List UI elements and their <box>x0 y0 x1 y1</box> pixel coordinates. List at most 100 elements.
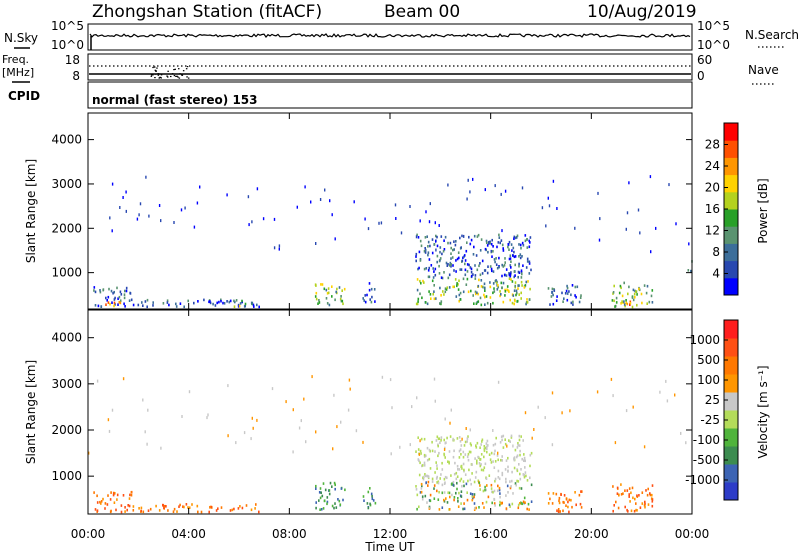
echo-cell <box>515 289 518 293</box>
echo-cell <box>509 257 512 260</box>
echo-cell <box>427 480 430 484</box>
colorbar-swatch <box>724 277 738 296</box>
echo-cell <box>449 241 452 245</box>
echo-cell <box>460 453 462 456</box>
echo-cell <box>484 269 487 272</box>
echo-cell <box>440 300 443 303</box>
echo-cell <box>368 282 371 285</box>
echo-cell <box>442 249 445 253</box>
echo-cell <box>641 301 643 305</box>
echo-speck <box>443 448 446 451</box>
echo-cell <box>421 464 424 467</box>
echo-cell <box>466 440 468 443</box>
echo-speck <box>466 197 468 201</box>
echo-cell <box>333 506 335 510</box>
echo-cell <box>447 276 450 280</box>
echo-cell <box>175 305 178 308</box>
echo-speck <box>492 429 494 432</box>
echo-cell <box>473 302 475 305</box>
echo-cell <box>244 302 247 306</box>
echo-cell <box>687 269 690 272</box>
echo-cell <box>562 500 564 504</box>
echo-cell <box>200 510 203 514</box>
echo-cell <box>619 284 622 288</box>
echo-cell <box>117 297 119 300</box>
echo-cell <box>617 506 620 510</box>
colorbar-frame <box>723 319 739 501</box>
echo-cell <box>454 461 456 465</box>
echo-cell <box>443 498 445 502</box>
echo-cell <box>435 297 437 300</box>
echo-cell <box>417 300 419 303</box>
echo-speck <box>688 242 690 246</box>
echo-cell <box>459 448 462 451</box>
echo-cell <box>446 264 449 267</box>
echo-cell <box>318 299 320 302</box>
echo-cell <box>479 249 482 252</box>
echo-cell <box>516 446 519 449</box>
echo-cell <box>447 263 449 266</box>
echo-cell <box>509 480 511 483</box>
echo-cell <box>499 492 501 495</box>
echo-cell <box>446 286 449 289</box>
echo-cell <box>443 482 446 485</box>
echo-cell <box>340 295 342 298</box>
echo-cell <box>479 273 482 277</box>
echo-speck <box>548 204 551 208</box>
echo-cell <box>144 300 147 303</box>
echo-cell <box>494 449 496 453</box>
echo-cell <box>523 453 525 456</box>
echo-cell <box>511 502 514 506</box>
echo-cell <box>473 245 475 249</box>
echo-cell <box>506 484 509 488</box>
echo-cell <box>618 291 621 295</box>
echo-cell <box>129 292 132 295</box>
echo-speck <box>160 446 162 450</box>
echo-cell <box>510 260 512 263</box>
echo-speck <box>199 185 201 189</box>
echo-speck <box>675 222 677 226</box>
echo-cell <box>467 479 469 483</box>
echo-cell <box>473 480 476 484</box>
echo-cell <box>524 501 526 504</box>
echo-cell <box>628 495 630 498</box>
echo-cell <box>424 494 427 498</box>
echo-cell <box>113 301 116 305</box>
echo-cell <box>130 491 133 494</box>
echo-cell <box>492 460 494 463</box>
echo-cell <box>370 300 373 304</box>
echo-cell <box>328 489 331 492</box>
echo-cell <box>490 483 493 487</box>
echo-speck <box>632 405 634 409</box>
echo-cell <box>439 286 441 290</box>
time-tick-labels: 00:00 04:00 08:00 12:00 16:00 20:00 00:00 <box>71 527 710 541</box>
echo-cell <box>320 508 323 511</box>
echo-cell <box>444 475 447 479</box>
echo-cell <box>369 298 371 301</box>
echo-cell <box>643 504 646 507</box>
echo-cell <box>512 246 515 250</box>
colorbar-tick-label: 1000 <box>689 333 720 347</box>
echo-cell <box>634 295 636 299</box>
echo-cell <box>140 506 143 510</box>
echo-cell <box>514 236 517 240</box>
echo-cell <box>555 492 558 496</box>
echo-cell <box>630 491 632 495</box>
echo-cell <box>114 303 116 306</box>
echo-cell <box>465 283 468 286</box>
echo-cell <box>472 294 474 297</box>
echo-cell <box>517 270 520 274</box>
nave-dot <box>167 70 169 72</box>
echo-cell <box>428 457 431 461</box>
echo-speck <box>122 377 125 381</box>
echo-cell <box>645 291 648 295</box>
echo-cell <box>493 466 496 469</box>
echo-cell <box>502 300 505 304</box>
echo-cell <box>477 233 480 237</box>
echo-cell <box>475 470 478 474</box>
echo-cell <box>421 484 423 488</box>
echo-cell <box>526 260 529 263</box>
echo-speck <box>353 200 355 204</box>
time-tick-label: 12:00 <box>373 527 408 541</box>
echo-cell <box>214 304 217 307</box>
